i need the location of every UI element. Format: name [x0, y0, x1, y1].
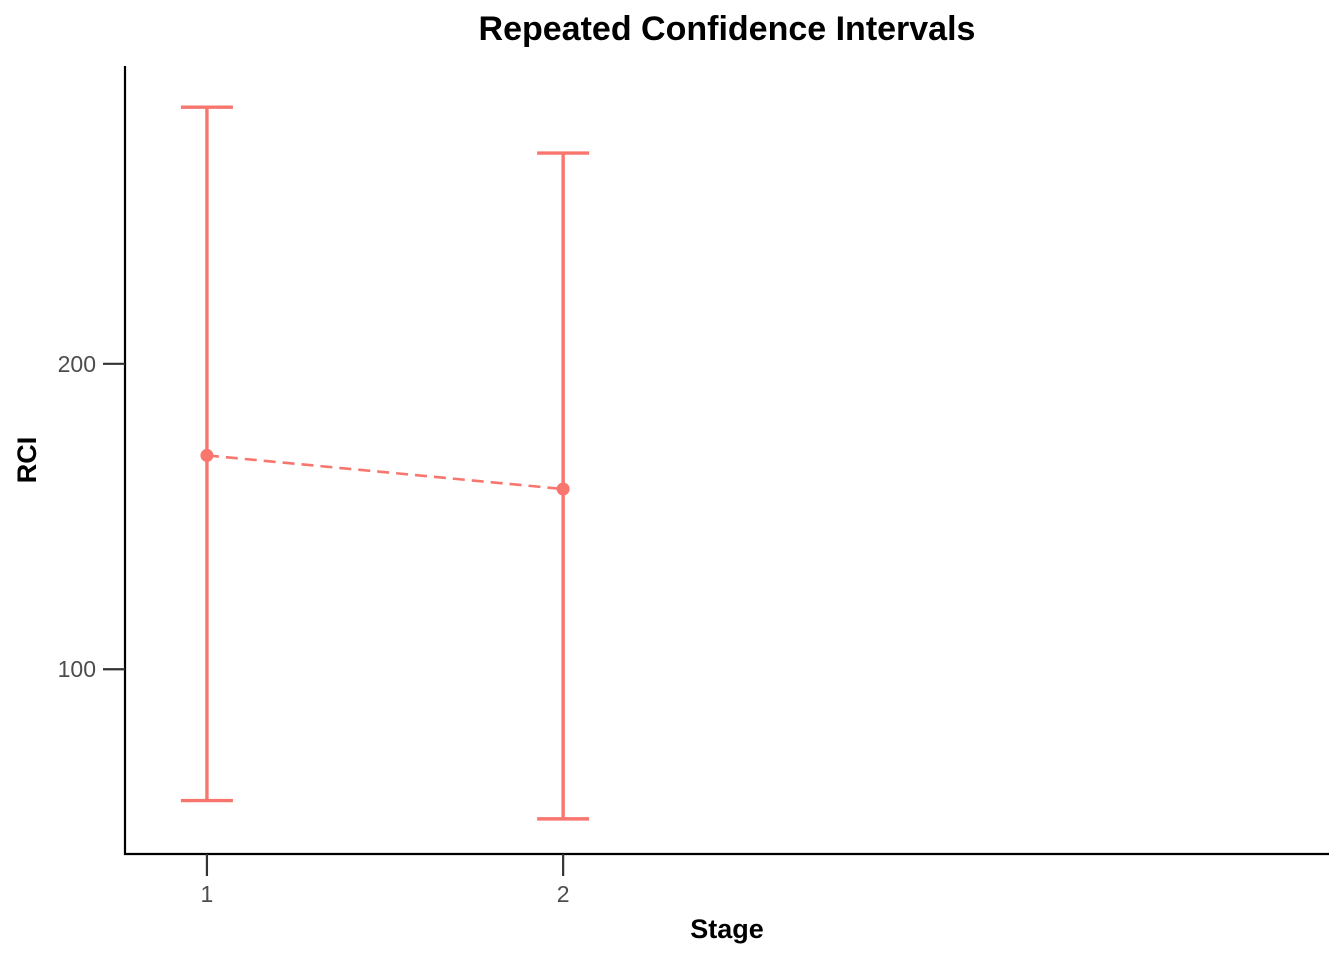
chart-title: Repeated Confidence Intervals: [479, 10, 976, 48]
estimate-point-stage-2: [556, 482, 570, 496]
estimate-connector-line: [206, 454, 564, 491]
y-tick-label-200: 200: [58, 351, 96, 377]
x-tick-label-1: 1: [201, 881, 214, 907]
y-axis-label: RCI: [12, 437, 42, 484]
y-tick-label-100: 100: [58, 656, 96, 682]
estimate-point-stage-1: [200, 448, 214, 462]
ticks-layer: 100 200 1 2: [58, 351, 570, 907]
x-axis-label: Stage: [690, 914, 764, 944]
series-layer: [180, 105, 590, 821]
x-tick-label-2: 2: [557, 881, 570, 907]
